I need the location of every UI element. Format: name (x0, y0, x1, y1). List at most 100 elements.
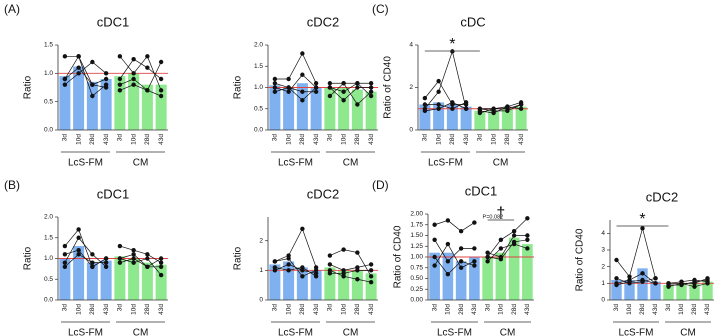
subject-line (64, 61, 107, 85)
x-tick-label: 28d (354, 134, 361, 145)
subject-point (117, 256, 123, 261)
subject-point (103, 76, 109, 82)
group-label: LcS-FM (278, 328, 313, 336)
x-tick-label: 3d (117, 304, 124, 312)
subject-line (424, 80, 467, 105)
x-tick-label: 3d (477, 134, 484, 142)
x-tick-label: 28d (299, 134, 306, 145)
group-label: LcS-FM (278, 158, 313, 169)
bar (351, 89, 363, 130)
subject-point (472, 246, 477, 251)
bar (155, 264, 167, 300)
bar (676, 283, 687, 300)
subject-point (341, 274, 346, 279)
x-tick-label: 43d (704, 304, 711, 315)
subject-point (525, 246, 530, 251)
bar (141, 262, 153, 300)
x-tick-label: 28d (504, 134, 511, 145)
subject-line (434, 256, 475, 275)
subject-point (145, 54, 150, 59)
subject-line (119, 58, 162, 80)
group-label: CM (493, 158, 509, 169)
subject-point (103, 260, 109, 265)
subject-point (313, 85, 319, 90)
subject-line (668, 279, 708, 286)
subject-point (341, 98, 346, 103)
subject-point (62, 76, 68, 82)
bar (310, 270, 322, 300)
y-axis-label: Ratio (23, 75, 34, 99)
subject-point (458, 259, 464, 264)
subject-point (679, 281, 684, 286)
subject-line (434, 243, 475, 269)
bar (86, 262, 98, 300)
subject-point (272, 259, 278, 264)
y-tick-label: 1.5 (44, 42, 53, 49)
y-tick-label: 0.25 (410, 286, 423, 293)
subject-line (434, 239, 475, 262)
subject-line (487, 218, 528, 258)
subject-line (64, 253, 107, 268)
subject-point (614, 257, 619, 263)
y-tick-label: 4 (409, 42, 413, 49)
subject-point (422, 108, 428, 114)
subject-point (450, 100, 455, 105)
subject-point (368, 262, 374, 267)
subject-point (90, 93, 95, 99)
subject-point (472, 220, 477, 225)
subject-point (300, 72, 305, 77)
subject-line (119, 84, 162, 97)
bar (141, 84, 153, 130)
subject-point (458, 229, 464, 234)
group-label: CM (133, 158, 149, 169)
subject-point (432, 254, 437, 260)
subject-point (286, 268, 291, 273)
subject-point (458, 246, 464, 251)
bar (310, 87, 322, 130)
bar (283, 261, 295, 300)
subject-point (62, 264, 68, 269)
subject-point (505, 108, 510, 114)
bar (269, 85, 281, 130)
subject-point (368, 85, 374, 90)
chart-title: cDC1 (465, 183, 498, 198)
bar (73, 66, 85, 130)
x-tick-label: 28d (144, 304, 151, 315)
y-tick-label: 1.0 (254, 84, 263, 91)
subject-point (341, 247, 346, 252)
y-tick-label: 4 (601, 230, 605, 237)
bar (296, 267, 308, 300)
y-tick-label: 1.0 (44, 255, 53, 262)
subject-point (327, 253, 333, 258)
subject-point (627, 274, 632, 279)
subject-line (64, 237, 107, 268)
subject-point (272, 89, 278, 94)
y-tick-label: 0 (601, 297, 605, 304)
subject-point (131, 256, 136, 261)
subject-point (313, 89, 319, 94)
subject-line (434, 220, 475, 232)
y-tick-label: 1.50 (410, 232, 423, 239)
subject-line (274, 74, 317, 93)
subject-point (458, 265, 464, 270)
subject-point (76, 65, 81, 70)
bar (86, 81, 98, 130)
y-tick-label: 0.50 (410, 275, 423, 282)
bar (296, 83, 308, 130)
subject-point (463, 106, 469, 111)
subject-point (327, 81, 333, 86)
x-tick-label: 28d (449, 134, 456, 145)
x-tick-label: 43d (652, 304, 659, 315)
subject-point (485, 250, 490, 255)
subject-point (103, 85, 109, 90)
subject-point (117, 76, 123, 82)
y-axis-label: Ratio (233, 246, 244, 270)
bar (100, 79, 112, 130)
subject-point (131, 252, 136, 257)
subject-point (117, 243, 123, 249)
y-tick-label: 3 (601, 247, 605, 254)
bar (59, 258, 71, 300)
x-tick-label: 28d (691, 304, 698, 315)
y-tick-label: 0.0 (44, 127, 53, 134)
bar (324, 267, 336, 300)
